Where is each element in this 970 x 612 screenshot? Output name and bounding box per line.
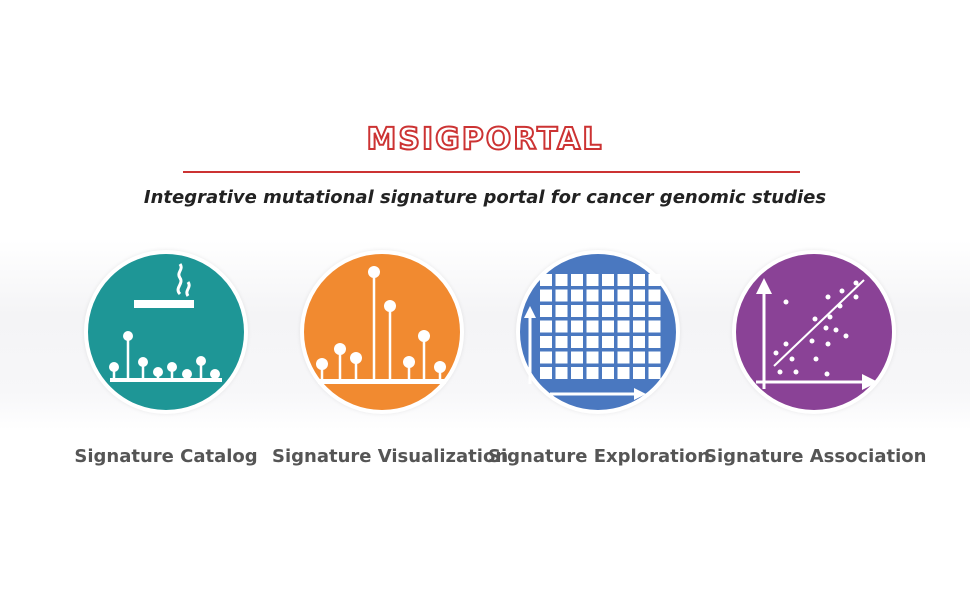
grid-cell <box>617 320 630 333</box>
feature-label[interactable]: Signature Visualization <box>272 446 509 467</box>
grid-cell <box>586 289 599 302</box>
grid-cell <box>617 367 630 379</box>
grid-cell <box>617 274 630 286</box>
page-title: MSIGPORTAL <box>366 121 604 158</box>
page-subtitle: Integrative mutational signature portal … <box>143 187 827 208</box>
grid-cell <box>633 305 645 317</box>
grid-cell <box>586 274 599 286</box>
grid-cell <box>633 320 645 333</box>
feature-signature-catalog[interactable]: Signature Catalog <box>56 250 276 467</box>
grid-cell <box>571 351 583 364</box>
grid-cell <box>571 289 583 302</box>
grid-cell <box>586 367 599 379</box>
grid-cell <box>555 320 568 333</box>
grid-cell <box>571 274 583 286</box>
grid-cell <box>571 367 583 379</box>
grid-cell <box>555 336 568 348</box>
feature-signature-exploration[interactable]: Signature Exploration <box>488 250 711 467</box>
grid-cell <box>617 289 630 302</box>
grid-cell <box>555 305 568 317</box>
grid-cell <box>648 367 661 379</box>
grid-cell <box>602 336 614 348</box>
feature-signature-association[interactable]: Signature Association <box>704 250 927 467</box>
cigarette-lollipop-icon[interactable] <box>84 250 248 414</box>
grid-cell <box>648 289 661 302</box>
lollipop-plot-icon[interactable] <box>300 250 464 414</box>
scatter-plot-icon[interactable] <box>732 250 896 414</box>
grid-cell <box>617 305 630 317</box>
grid-cell <box>648 274 661 286</box>
grid-cell <box>648 336 661 348</box>
heatmap-grid-icon[interactable] <box>516 250 680 414</box>
grid-cell <box>602 289 614 302</box>
grid-cell <box>571 320 583 333</box>
grid-cell <box>648 305 661 317</box>
grid-cell <box>540 305 552 317</box>
grid-cell <box>648 351 661 364</box>
grid-cell <box>633 367 645 379</box>
grid-cell <box>571 336 583 348</box>
grid-cell <box>648 320 661 333</box>
grid-cell <box>617 336 630 348</box>
grid-cell <box>555 289 568 302</box>
grid-cell <box>555 367 568 379</box>
feature-signature-visualization[interactable]: Signature Visualization <box>272 250 509 467</box>
title-divider <box>183 171 800 173</box>
grid-cell <box>540 367 552 379</box>
grid-cell <box>633 336 645 348</box>
grid-cell <box>633 289 645 302</box>
grid-cell <box>633 351 645 364</box>
grid-cell <box>555 351 568 364</box>
grid-cell <box>540 274 552 286</box>
grid-cell <box>602 351 614 364</box>
feature-label[interactable]: Signature Catalog <box>74 446 258 467</box>
feature-label[interactable]: Signature Association <box>704 446 927 467</box>
grid-cell <box>586 320 599 333</box>
grid-cell <box>540 351 552 364</box>
grid-cell <box>586 351 599 364</box>
feature-label[interactable]: Signature Exploration <box>488 446 711 467</box>
grid-cell <box>540 289 552 302</box>
grid-cell <box>586 305 599 317</box>
grid-cell <box>602 274 614 286</box>
grid-cell <box>540 336 552 348</box>
grid-cell <box>555 274 568 286</box>
grid-cell <box>540 320 552 333</box>
grid-cell <box>602 367 614 379</box>
grid-cell <box>586 336 599 348</box>
grid-cell <box>571 305 583 317</box>
grid-cell <box>602 320 614 333</box>
grid-cell <box>633 274 645 286</box>
grid-cell <box>617 351 630 364</box>
grid-cell <box>602 305 614 317</box>
